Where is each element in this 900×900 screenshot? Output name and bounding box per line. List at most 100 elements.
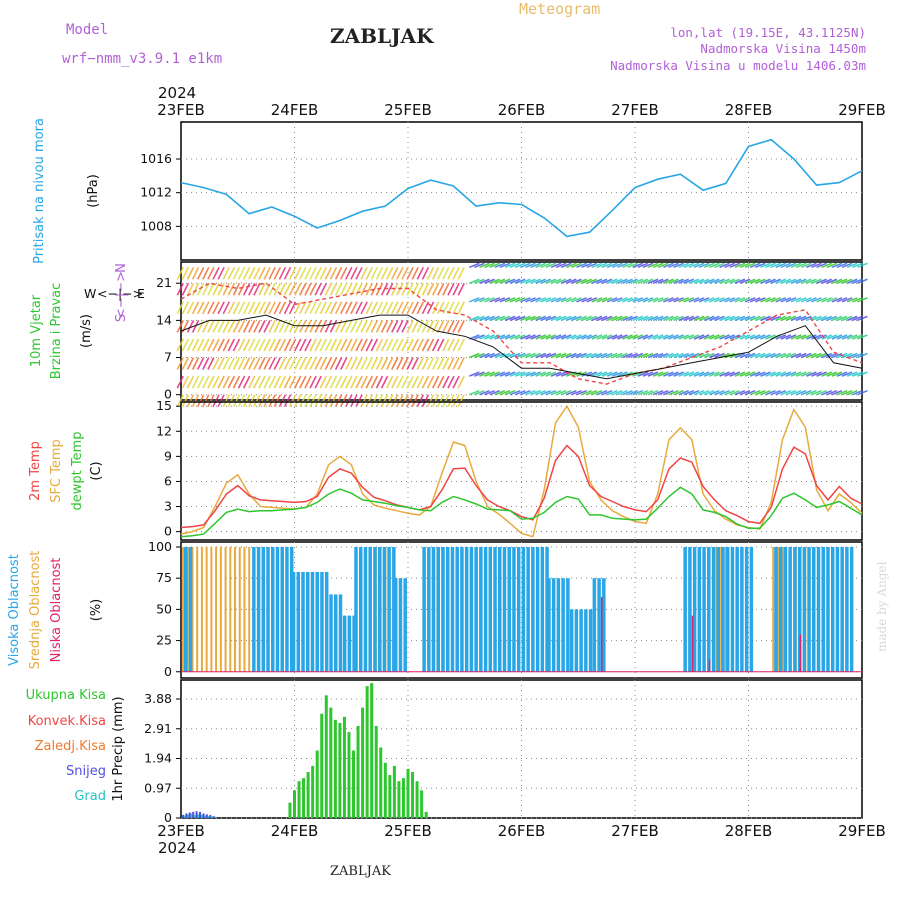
total-precip-bar (324, 695, 328, 818)
wind-barb (596, 352, 608, 359)
high-cloud-bar (285, 546, 289, 672)
wind-barb (795, 315, 807, 322)
wind-barb (535, 262, 546, 269)
wind-barb (571, 352, 582, 359)
wind-barb (411, 301, 419, 315)
wind-barb (581, 297, 592, 303)
y-tick-label: 12 (156, 423, 172, 438)
wind-barb (765, 334, 776, 340)
high-cloud-bar (320, 571, 324, 672)
wind-barb (622, 352, 633, 359)
wind-barb (525, 278, 536, 284)
wind-barb (566, 262, 577, 269)
wind-barb (831, 297, 843, 303)
wind-barb (237, 394, 246, 408)
total-precip-bar (397, 781, 401, 818)
wind-barb (273, 301, 282, 315)
wind-barb (683, 352, 695, 359)
wind-barb (375, 266, 384, 280)
wind-barb (431, 375, 440, 389)
wind-barb (714, 278, 725, 284)
high-cloud-bar (778, 546, 783, 672)
wind-barb (852, 315, 863, 322)
wind-barb (857, 334, 868, 340)
wind-barb (545, 297, 557, 303)
wind-barb (314, 320, 322, 333)
wind-barb (411, 357, 419, 370)
wind-barb (714, 352, 725, 359)
wind-barb (176, 282, 184, 296)
y-tick-label: 50 (156, 601, 172, 616)
wind-barb (550, 278, 562, 284)
wind-barb (780, 352, 792, 359)
wind-barb (540, 315, 552, 322)
high-cloud-bar (845, 546, 849, 672)
wind-barb (237, 338, 246, 352)
wind-barb (196, 282, 205, 296)
wind-barb (566, 315, 577, 322)
wind-barb (617, 352, 628, 359)
wind-barb (176, 301, 184, 315)
wind-barb (484, 297, 495, 303)
low-cloud-bar (799, 634, 802, 672)
wind-barb (826, 262, 838, 269)
wind-barb (176, 320, 184, 333)
wind-barb (632, 278, 644, 284)
wind-barb (304, 266, 312, 280)
wind-barb (826, 278, 838, 284)
wind-barb (474, 352, 485, 359)
wind-barb (457, 266, 465, 280)
high-cloud-bar (711, 546, 716, 672)
wind-barb (606, 352, 618, 359)
wind-barb (222, 266, 230, 280)
wind-barb (663, 278, 674, 284)
y-tick-label: 6 (164, 473, 172, 488)
wind-barb (468, 352, 480, 359)
wind-unit-label: (m/s) (79, 314, 94, 348)
wind-barb (520, 389, 531, 396)
wind-barb (202, 301, 210, 315)
wind-barb (581, 389, 592, 396)
wind-axis-label-1: 10m Vjetar (29, 294, 44, 367)
high-cloud-bar (252, 546, 256, 672)
wind-barb (525, 315, 536, 322)
temp-dewpt-line (180, 486, 863, 538)
high-cloud-bar (422, 546, 426, 672)
wind-barb (703, 371, 715, 377)
wind-barb (319, 338, 327, 352)
wind-barb (319, 320, 327, 333)
wind-barb (673, 371, 684, 377)
wind-barb (294, 338, 302, 352)
wind-barb (612, 352, 623, 359)
day-label: 28FEB (725, 101, 772, 119)
mid-cloud-bar (210, 546, 213, 672)
wind-barb (652, 262, 664, 269)
wind-barb (800, 315, 812, 322)
wind-barb (380, 266, 389, 280)
wind-barb (550, 297, 562, 303)
grad-bar (201, 814, 203, 818)
wind-barb (416, 375, 425, 389)
wind-barb (698, 315, 710, 322)
wind-barb (581, 278, 592, 284)
high-cloud-bar (797, 546, 802, 672)
wind-barb (360, 320, 368, 333)
wind-barb (314, 266, 322, 280)
wind-barb (703, 278, 715, 284)
wind-barb (632, 297, 644, 303)
wind-barbs (176, 262, 868, 408)
wind-barb (329, 375, 338, 389)
wind-barb (319, 266, 327, 280)
wind-barb (426, 338, 435, 352)
snow-bar (209, 814, 212, 818)
wind-barb (268, 301, 276, 315)
wind-barb (857, 297, 868, 303)
wind-barb (514, 371, 526, 377)
wind-barb (596, 278, 608, 284)
high-cloud-bar (783, 546, 788, 672)
wind-barb (800, 334, 812, 340)
wind-barb (499, 371, 511, 377)
wind-barb (421, 338, 430, 352)
wind-barb (437, 320, 445, 333)
high-cloud-bar (735, 546, 739, 672)
